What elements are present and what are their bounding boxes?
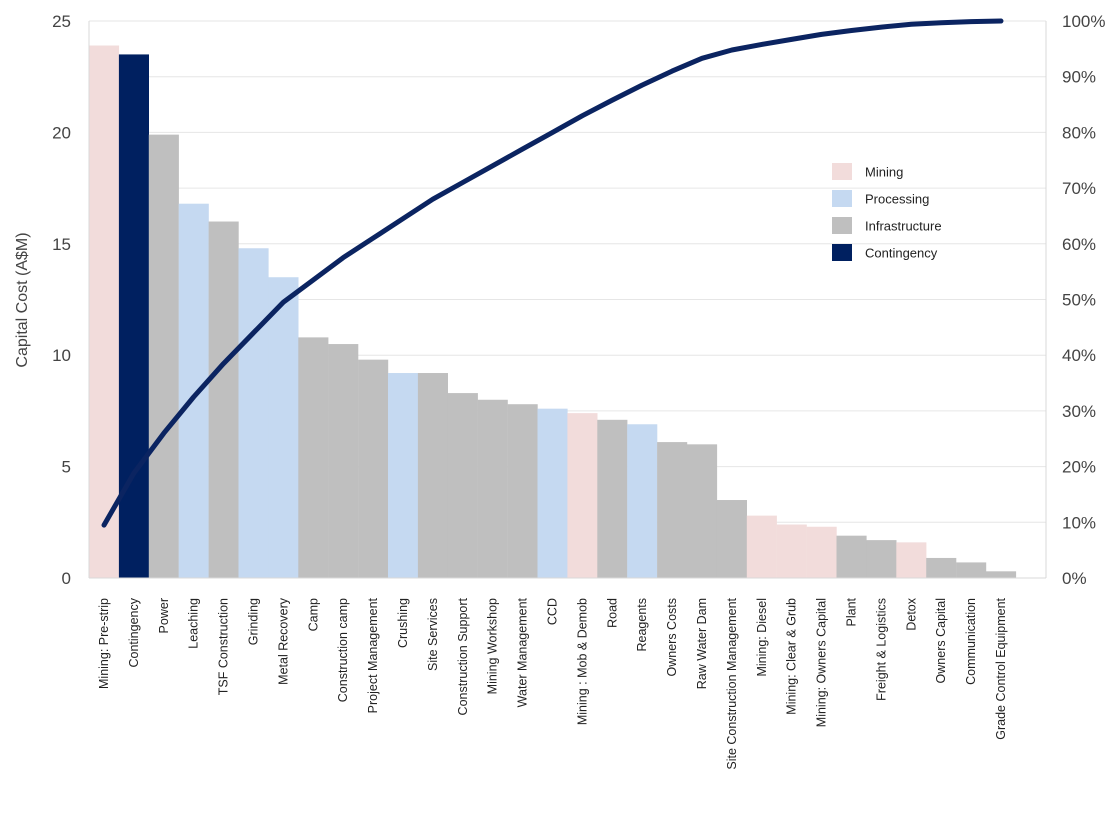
bar-processing (537, 408, 568, 578)
category-label: Site Construction Management (725, 597, 739, 769)
category-label: Mining: Owners Capital (815, 598, 829, 727)
y2-tick-label: 0% (1062, 569, 1087, 588)
bar-mining (567, 413, 598, 578)
category-label: CCD (545, 598, 559, 625)
bar-infrastructure (328, 344, 359, 578)
category-label: Grinding (246, 598, 260, 645)
category-label: Owners Capital (934, 598, 948, 683)
bar-mining (89, 45, 120, 579)
bar-infrastructure (956, 562, 987, 578)
bar-mining (806, 526, 837, 578)
legend-swatch-contingency (832, 244, 852, 261)
cumulative-percent-line (101, 18, 1004, 528)
category-label: Metal Recovery (276, 597, 290, 685)
y2-tick-label: 60% (1062, 235, 1096, 254)
category-label: Water Management (516, 597, 530, 707)
y2-tick-label: 40% (1062, 346, 1096, 365)
y2-axis-ticks: 0% 10% 20% 30% 40% 50% 60% 70% 80% 90% 100% (1062, 12, 1105, 588)
category-label: Detox (904, 597, 918, 630)
category-label: Contingency (127, 597, 141, 667)
bar-processing (268, 277, 299, 578)
category-label: Mining : Mob & Demob (575, 598, 589, 725)
bar-infrastructure (358, 359, 389, 578)
category-label: Owners Costs (665, 598, 679, 677)
category-label: Site Services (426, 598, 440, 671)
axes (88, 21, 1047, 579)
category-label: Construction Support (456, 597, 470, 715)
category-label: Project Management (366, 597, 380, 713)
bar-processing (388, 373, 419, 578)
category-label: Mining: Pre-strip (97, 598, 111, 689)
bar-mining (896, 542, 927, 578)
y-tick-label: 0 (62, 569, 71, 588)
category-label: Reagents (635, 598, 649, 652)
category-label: Freight & Logistics (874, 598, 888, 701)
bar-infrastructure (298, 337, 329, 578)
y-tick-label: 5 (62, 458, 71, 477)
y2-tick-label: 50% (1062, 291, 1096, 310)
bar-infrastructure (657, 442, 688, 578)
y-tick-label: 20 (52, 123, 71, 142)
category-label: Plant (844, 597, 858, 626)
bar-infrastructure (597, 419, 628, 578)
y2-tick-label: 20% (1062, 458, 1096, 477)
bar-infrastructure (836, 535, 867, 578)
y2-tick-label: 70% (1062, 179, 1096, 198)
legend-label-infrastructure: Infrastructure (865, 219, 942, 234)
category-label: Communication (964, 598, 978, 685)
y-tick-label: 15 (52, 235, 71, 254)
bars (89, 45, 1017, 579)
y2-tick-label: 80% (1062, 123, 1096, 142)
bar-infrastructure (986, 571, 1017, 578)
y2-tick-label: 100% (1062, 12, 1105, 31)
category-label: Mining: Clear & Grub (785, 598, 799, 715)
bar-infrastructure (926, 557, 957, 578)
legend-swatch-processing (832, 190, 852, 207)
category-label: Power (157, 598, 171, 633)
bar-infrastructure (507, 404, 538, 578)
bar-processing (238, 248, 269, 579)
legend-label-contingency: Contingency (865, 246, 938, 261)
y-axis-label: Capital Cost (A$M) (14, 232, 31, 367)
category-label: Leaching (187, 598, 201, 649)
category-labels: Mining: Pre-strip Contingency Power Leachin… (97, 597, 1008, 769)
category-label: Mining Workshop (486, 598, 500, 694)
bar-infrastructure (477, 399, 508, 578)
category-label: Grade Control Equipment (994, 597, 1008, 739)
legend-label-mining: Mining (865, 165, 903, 180)
category-label: Construction camp (336, 598, 350, 702)
y-tick-label: 10 (52, 346, 71, 365)
bar-infrastructure (208, 221, 239, 578)
bar-processing (178, 203, 209, 579)
bar-infrastructure (687, 444, 718, 578)
legend-swatch-infrastructure (832, 217, 852, 234)
category-label: TSF Construction (217, 598, 231, 695)
category-label: Road (605, 598, 619, 628)
y-axis-ticks: 0 5 10 15 20 25 (52, 12, 71, 588)
bar-infrastructure (716, 500, 747, 578)
bar-processing (627, 424, 658, 578)
bar-infrastructure (866, 540, 897, 578)
bar-infrastructure (417, 373, 448, 578)
bar-contingency (118, 54, 149, 579)
y2-tick-label: 10% (1062, 513, 1096, 532)
bar-mining (746, 515, 777, 578)
cumulative-line-layer (101, 18, 1004, 528)
y-tick-label: 25 (52, 12, 71, 31)
legend-label-processing: Processing (865, 192, 929, 207)
bar-mining (776, 524, 807, 578)
bar-infrastructure (447, 393, 478, 578)
category-label: Raw Water Dam (695, 598, 709, 689)
y2-tick-label: 90% (1062, 68, 1096, 87)
category-label: Mining: Diesel (755, 598, 769, 677)
legend: Mining Processing Infrastructure Contingenc… (832, 163, 942, 261)
bar-infrastructure (148, 134, 179, 579)
legend-swatch-mining (832, 163, 852, 180)
category-label: Crushing (396, 598, 410, 648)
category-label: Camp (306, 598, 320, 631)
y2-tick-label: 30% (1062, 402, 1096, 421)
